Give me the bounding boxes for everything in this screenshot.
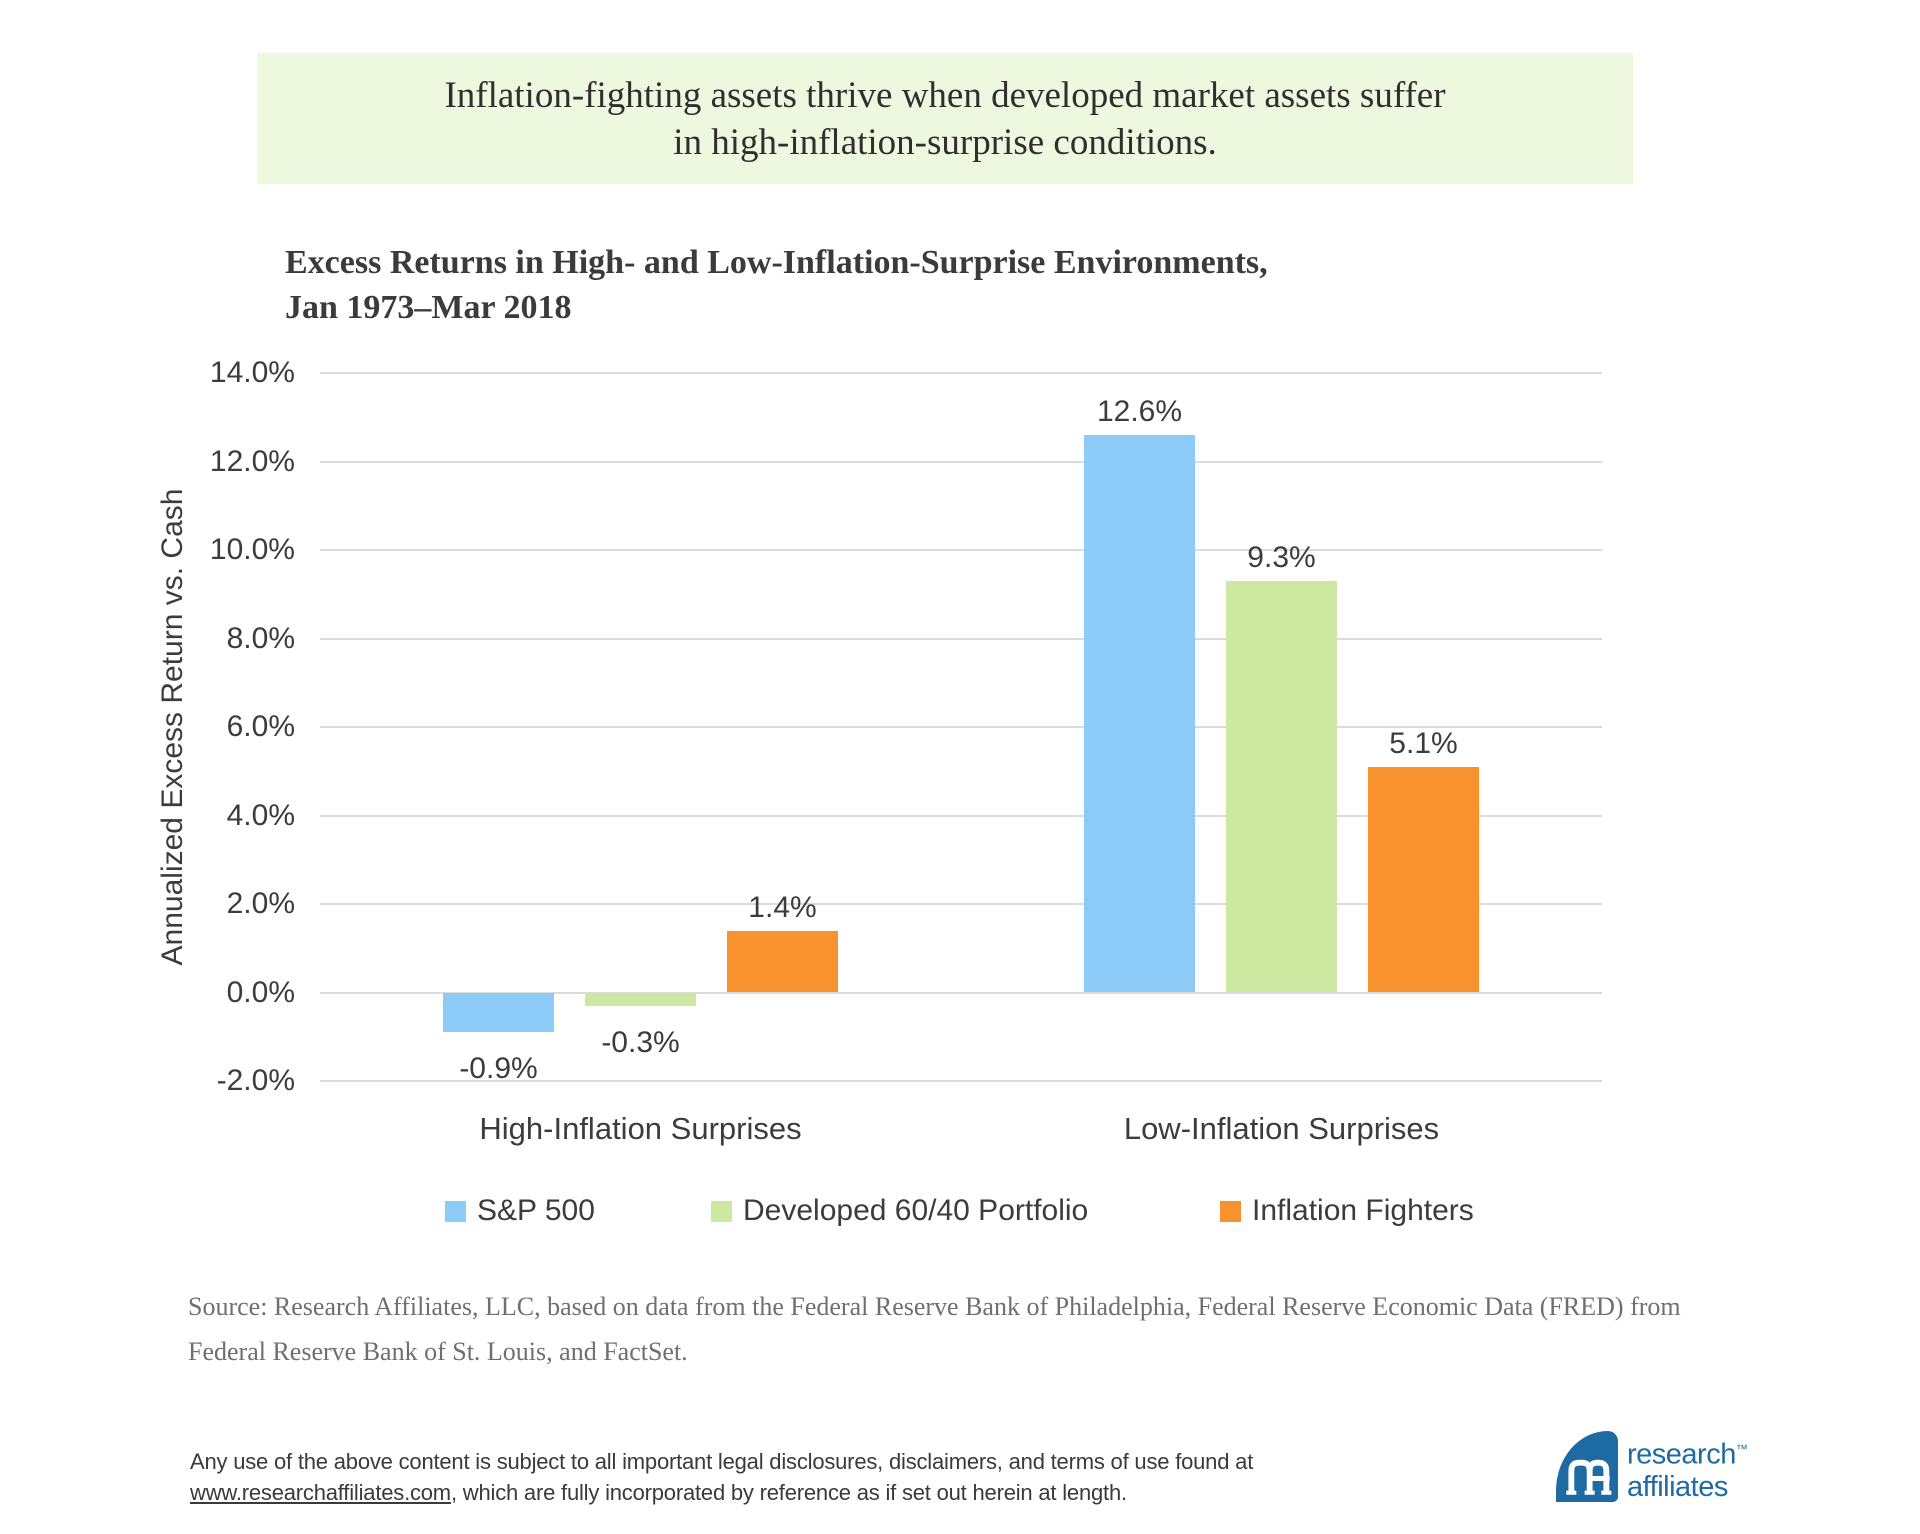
y-tick-label-2.0%: 2.0%	[226, 887, 295, 920]
bar-value-label: -0.3%	[601, 1025, 680, 1059]
bar-inflation-fighters-category-2	[1368, 766, 1479, 993]
ra-monogram-icon	[1566, 1459, 1612, 1495]
gridline-10.0%	[320, 549, 1602, 551]
chart-title-line1: Excess Returns in High- and Low-Inflatio…	[285, 244, 1268, 281]
key-message-banner: Inflation-fighting assets thrive when de…	[257, 53, 1633, 184]
bar-developed-60-40-portfolio-category-1	[585, 992, 696, 1006]
legend-swatch-icon	[445, 1200, 466, 1222]
bar-value-label: 12.6%	[1096, 394, 1183, 428]
bar-inflation-fighters-category-1	[727, 930, 838, 993]
y-tick-label-8.0%: 8.0%	[226, 621, 295, 655]
y-tick-label-14.0%: 14.0%	[209, 356, 295, 389]
logo-line1: research™	[1627, 1438, 1748, 1471]
legend-item-inflation-fighters: Inflation Fighters	[1220, 1194, 1474, 1228]
logo-text: research™ affiliates	[1627, 1431, 1748, 1503]
y-tick-label-6.0%: 6.0%	[226, 710, 295, 743]
y-tick-label-0.0%: 0.0%	[226, 975, 295, 1009]
legal-line1: Any use of the above content is subject …	[190, 1449, 1254, 1474]
gridline-2.0%	[320, 903, 1602, 905]
legend-label: S&P 500	[477, 1194, 595, 1227]
legend-label: Inflation Fighters	[1252, 1194, 1474, 1227]
bar-value-label: -0.9%	[459, 1052, 538, 1086]
y-tick-label--2.0%: -2.0%	[216, 1064, 295, 1097]
legend-label: Developed 60/40 Portfolio	[743, 1194, 1089, 1227]
bar-value-label: 5.1%	[1389, 726, 1458, 760]
bar-value-label: 9.3%	[1247, 540, 1316, 574]
category-label-2: Low-Inflation Surprises	[1123, 1111, 1440, 1146]
bar-developed-60-40-portfolio-category-2	[1226, 580, 1337, 993]
gridline-14.0%	[320, 372, 1602, 374]
chart-title-line2: Jan 1973–Mar 2018	[285, 289, 572, 326]
banner-line2: in high-inflation-surprise conditions.	[673, 121, 1217, 163]
legal-line2-rest: , which are fully incorporated by refere…	[450, 1480, 1127, 1505]
legend-swatch-icon	[1220, 1200, 1241, 1222]
research-affiliates-logo: research™ affiliates	[1556, 1431, 1748, 1503]
legal-note: Any use of the above content is subject …	[190, 1446, 1370, 1508]
y-tick-label-10.0%: 10.0%	[209, 533, 295, 566]
bar-chart-plot-area: 14.0% 12.0% 10.0% 8.0% 6.0% 4.0% 2.0% 0.0% -2.0%…	[210, 356, 1602, 1146]
legend-item-developed-60-40-portfolio: Developed 60/40 Portfolio	[711, 1194, 1088, 1228]
legend-item-s-p-500: S&P 500	[445, 1194, 595, 1228]
logo-line2: affiliates	[1627, 1470, 1728, 1503]
chart-title: Excess Returns in High- and Low-Inflatio…	[285, 240, 1268, 330]
bar-s-p-500-category-1	[443, 992, 554, 1033]
source-note: Source: Research Affiliates, LLC, based …	[188, 1284, 1748, 1374]
logo-mark	[1556, 1431, 1618, 1502]
trademark-symbol: ™	[1735, 1442, 1748, 1456]
gridline-0.0%	[320, 991, 1602, 994]
bar-value-label: 1.4%	[748, 890, 817, 924]
gridline-8.0%	[320, 637, 1602, 640]
gridline-6.0%	[320, 726, 1602, 728]
gridline-4.0%	[320, 814, 1602, 817]
source-line1: Source: Research Affiliates, LLC, based …	[188, 1292, 1681, 1321]
legend-swatch-icon	[711, 1200, 732, 1222]
category-label-1: High-Inflation Surprises	[479, 1111, 802, 1146]
source-line2: Federal Reserve Bank of St. Louis, and F…	[188, 1337, 688, 1366]
gridline-12.0%	[320, 460, 1602, 463]
bar-s-p-500-category-2	[1084, 434, 1195, 993]
y-tick-label-12.0%: 12.0%	[209, 444, 295, 478]
chart-legend: S&P 500 Developed 60/40 Portfolio Inflatio…	[0, 1194, 1920, 1228]
banner-line1: Inflation-fighting assets thrive when de…	[444, 74, 1446, 116]
y-tick-label-4.0%: 4.0%	[226, 798, 295, 832]
research-affiliates-link[interactable]: www.researchaffiliates.com	[190, 1480, 451, 1505]
gridline--2.0%	[320, 1080, 1602, 1082]
